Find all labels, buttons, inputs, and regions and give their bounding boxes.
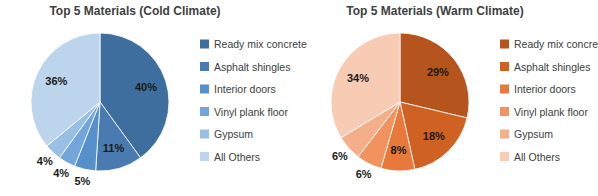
legend-swatch bbox=[200, 85, 209, 94]
legend-label: Gypsum bbox=[514, 128, 553, 140]
legend-label: Interior doors bbox=[514, 83, 576, 95]
slices bbox=[331, 33, 469, 171]
legend-swatch bbox=[200, 107, 209, 116]
data-label: 8% bbox=[391, 144, 407, 156]
chart-title: Top 5 Materials (Warm Climate) bbox=[346, 4, 523, 18]
pie-slice bbox=[331, 33, 400, 138]
chart-title: Top 5 Materials (Cold Climate) bbox=[49, 4, 220, 18]
legend-swatch bbox=[200, 152, 209, 161]
data-label: 4% bbox=[53, 167, 69, 179]
legend-swatch bbox=[200, 130, 209, 139]
data-label: 34% bbox=[347, 72, 369, 84]
legend-label: Asphalt shingles bbox=[514, 61, 590, 73]
data-label: 5% bbox=[74, 175, 90, 187]
legend-label: Vinyl plank floor bbox=[514, 106, 588, 118]
pie-chart: Top 5 Materials (Cold Climate) 40% 11% 5% 4%… bbox=[31, 4, 307, 187]
legend-swatch bbox=[500, 130, 509, 139]
pie-slice bbox=[31, 33, 100, 146]
legend-swatch bbox=[500, 107, 509, 116]
pie-chart: Top 5 Materials (Warm Climate) 29% 18% 8% 6%… bbox=[331, 4, 598, 180]
background bbox=[0, 0, 598, 196]
legend: Ready mix concrete Asphalt shingles Interi… bbox=[200, 38, 307, 163]
data-label: 40% bbox=[135, 81, 157, 93]
legend-swatch bbox=[200, 40, 209, 49]
data-label: 4% bbox=[37, 155, 53, 167]
data-label: 6% bbox=[356, 168, 372, 180]
legend-swatch bbox=[500, 40, 509, 49]
legend-label: Ready mix concrete bbox=[214, 38, 307, 50]
chart-canvas: Top 5 Materials (Cold Climate) 40% 11% 5% 4%… bbox=[0, 0, 598, 196]
legend-label: Asphalt shingles bbox=[214, 61, 290, 73]
data-labels: 40% 11% 5% 4%4% 36% bbox=[37, 75, 157, 186]
legend-label: All Others bbox=[514, 151, 560, 163]
data-label: 11% bbox=[103, 142, 125, 154]
pie-slice bbox=[96, 102, 141, 171]
legend-label: Ready mix concrete bbox=[514, 38, 598, 50]
data-label: 18% bbox=[423, 130, 445, 142]
legend-swatch bbox=[200, 62, 209, 71]
legend-label: Interior doors bbox=[214, 83, 276, 95]
data-label: 6% bbox=[332, 150, 348, 162]
legend-label: Gypsum bbox=[214, 128, 253, 140]
data-label: 36% bbox=[45, 75, 67, 87]
data-labels: 29% 18% 8% 6% 6% 34% bbox=[332, 66, 449, 180]
legend-swatch bbox=[500, 62, 509, 71]
legend-swatch bbox=[500, 152, 509, 161]
data-label: 29% bbox=[427, 66, 449, 78]
legend: Ready mix concrete Asphalt shingles Interi… bbox=[500, 38, 598, 163]
legend-swatch bbox=[500, 85, 509, 94]
legend-label: Vinyl plank floor bbox=[214, 106, 288, 118]
slices bbox=[31, 33, 169, 171]
legend-label: All Others bbox=[214, 151, 260, 163]
